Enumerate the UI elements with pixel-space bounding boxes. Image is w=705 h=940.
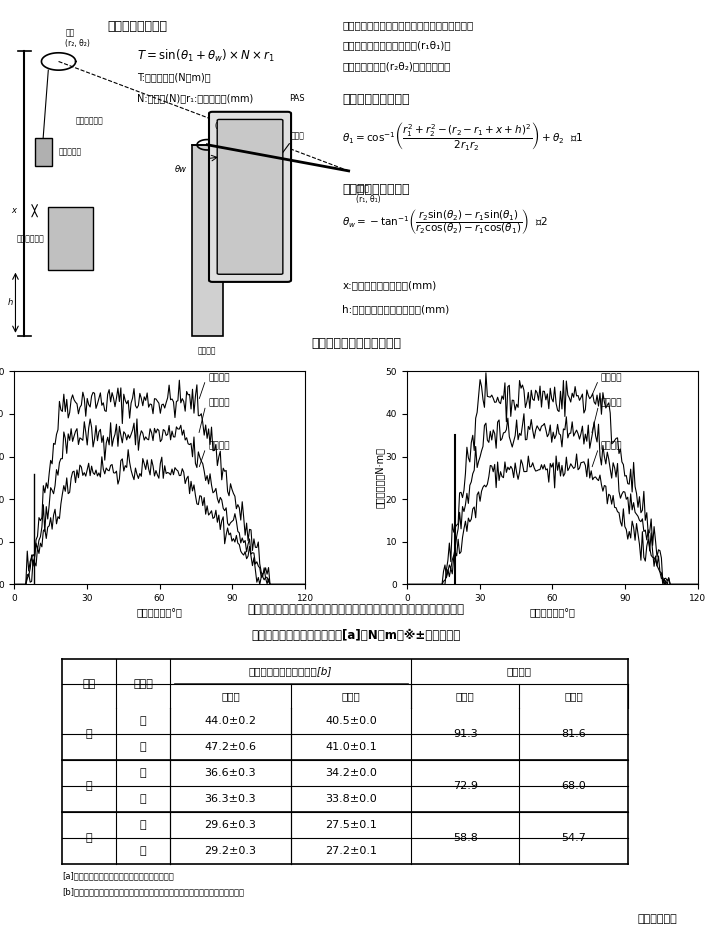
Text: x: x bbox=[11, 206, 16, 215]
Text: 68.0: 68.0 bbox=[561, 781, 586, 791]
X-axis label: アーム角度（°）: アーム角度（°） bbox=[529, 609, 575, 619]
Text: 表１　最大アシスト力測定例[a]（N・m）※±は標準偏差: 表１ 最大アシスト力測定例[a]（N・m）※±は標準偏差 bbox=[252, 629, 460, 642]
Text: 回転軸を原点とする２次元極座標系において、: 回転軸を原点とする２次元極座標系において、 bbox=[343, 20, 474, 30]
Text: 最大値: 最大値 bbox=[456, 691, 474, 701]
Text: 左: 左 bbox=[140, 768, 147, 778]
Text: 41.0±0.1: 41.0±0.1 bbox=[325, 743, 376, 752]
Text: 中: 中 bbox=[86, 781, 92, 791]
Text: 図１　アシスト力測定装置: 図１ アシスト力測定装置 bbox=[311, 337, 401, 350]
Text: $\theta_w = -\tan^{-1}\!\left(\dfrac{r_2\sin(\theta_2) - r_1\sin(\theta_1)}{r_2\: $\theta_w = -\tan^{-1}\!\left(\dfrac{r_2… bbox=[343, 207, 548, 236]
Text: 72.9: 72.9 bbox=[453, 781, 478, 791]
Text: 設定：中: 設定：中 bbox=[208, 399, 230, 407]
Text: 34.2±0.0: 34.2±0.0 bbox=[325, 768, 376, 778]
Text: PAS: PAS bbox=[289, 94, 305, 103]
Bar bbox=[48, 207, 93, 270]
Text: 設定：弱: 設定：弱 bbox=[208, 441, 230, 450]
Text: 最大値: 最大値 bbox=[221, 691, 240, 701]
Text: x:電動シリンダ移動量(mm): x:電動シリンダ移動量(mm) bbox=[343, 280, 436, 290]
Text: 滑車
(r₂, θ₂): 滑車 (r₂, θ₂) bbox=[66, 28, 90, 48]
Text: 44.0±0.2: 44.0±0.2 bbox=[204, 716, 257, 727]
Text: 左: 左 bbox=[140, 821, 147, 830]
FancyBboxPatch shape bbox=[209, 112, 291, 282]
Text: 27.2±0.1: 27.2±0.1 bbox=[325, 846, 377, 856]
Text: 平均値: 平均値 bbox=[564, 691, 583, 701]
Text: 90°: 90° bbox=[248, 151, 262, 161]
Text: 設定: 設定 bbox=[82, 679, 96, 688]
Text: 47.2±0.6: 47.2±0.6 bbox=[204, 743, 257, 752]
Text: 54.7: 54.7 bbox=[561, 833, 586, 843]
Text: 0°: 0° bbox=[214, 122, 223, 131]
Text: アーム
(r₁, θ₁): アーム (r₁, θ₁) bbox=[355, 185, 380, 204]
Text: アームとワイヤの結合点を(r₁θ₁)、: アームとワイヤの結合点を(r₁θ₁)、 bbox=[343, 40, 451, 51]
Text: 右: 右 bbox=[140, 743, 147, 752]
Text: 強: 強 bbox=[86, 729, 92, 739]
Text: 36.6±0.3: 36.6±0.3 bbox=[204, 768, 257, 778]
Text: 36.3±0.3: 36.3±0.3 bbox=[204, 794, 257, 805]
Y-axis label: アシスト力（N·m）: アシスト力（N·m） bbox=[374, 447, 384, 509]
Text: 固定台座: 固定台座 bbox=[198, 346, 216, 355]
Text: 図２　アシスト力の特性曲線例（左図：左アーム、右図：右アーム）: 図２ アシスト力の特性曲線例（左図：左アーム、右図：右アーム） bbox=[247, 603, 465, 616]
Text: θw: θw bbox=[175, 164, 187, 174]
Text: 右: 右 bbox=[140, 846, 147, 856]
Text: 33.8±0.0: 33.8±0.0 bbox=[325, 794, 376, 805]
Text: 電動シリンダ: 電動シリンダ bbox=[17, 234, 45, 243]
Text: （田中正浩）: （田中正浩） bbox=[638, 914, 678, 924]
Text: 設定：弱: 設定：弱 bbox=[601, 441, 623, 450]
Text: 91.3: 91.3 bbox=[453, 729, 477, 739]
Text: 81.6: 81.6 bbox=[561, 729, 586, 739]
Text: 回転軸: 回転軸 bbox=[291, 131, 305, 140]
Bar bbox=[35, 138, 51, 165]
Text: T:アシスト力(N・m)、: T:アシスト力(N・m)、 bbox=[137, 71, 211, 82]
Text: アーム: アーム bbox=[133, 679, 153, 688]
Text: 40.5±0.0: 40.5±0.0 bbox=[325, 716, 376, 727]
X-axis label: アーム角度（°）: アーム角度（°） bbox=[137, 609, 183, 619]
Text: 27.5±0.1: 27.5±0.1 bbox=[325, 821, 376, 830]
Text: 最大アシスト力発揮区間[b]: 最大アシスト力発揮区間[b] bbox=[249, 666, 332, 676]
Text: 設定：強: 設定：強 bbox=[601, 373, 623, 382]
Text: 平均値: 平均値 bbox=[341, 691, 360, 701]
Text: 設定：中: 設定：中 bbox=[601, 399, 623, 407]
Text: ワイヤロープ: ワイヤロープ bbox=[75, 116, 104, 125]
FancyBboxPatch shape bbox=[217, 119, 283, 274]
Text: ロードセル: ロードセル bbox=[59, 148, 82, 156]
Text: アーム角度の理論式: アーム角度の理論式 bbox=[343, 93, 410, 105]
Text: 左右合計: 左右合計 bbox=[507, 666, 532, 676]
Text: h: h bbox=[8, 298, 13, 307]
Text: 58.8: 58.8 bbox=[453, 833, 477, 843]
Text: ワイヤ角度の理論式: ワイヤ角度の理論式 bbox=[343, 183, 410, 196]
Text: 29.2±0.3: 29.2±0.3 bbox=[204, 846, 257, 856]
Text: 弱: 弱 bbox=[86, 833, 92, 843]
Text: 29.6±0.3: 29.6±0.3 bbox=[204, 821, 257, 830]
Text: h:電動シリンダの高さ定数(mm): h:電動シリンダの高さ定数(mm) bbox=[343, 305, 450, 315]
Text: 設定：強: 設定：強 bbox=[208, 373, 230, 382]
Bar bbox=[192, 145, 223, 336]
Text: [a]各設定において、左右それぞれ５回ずつ測定: [a]各設定において、左右それぞれ５回ずつ測定 bbox=[62, 871, 173, 880]
Text: 右: 右 bbox=[140, 794, 147, 805]
Text: N:引張力(N)、r₁:アーム長さ(mm): N:引張力(N)、r₁:アーム長さ(mm) bbox=[137, 93, 253, 102]
Text: 左: 左 bbox=[140, 716, 147, 727]
Text: [b]図２の各設定において、アシスト力が最大発揮されていると考えられる区間: [b]図２の各設定において、アシスト力が最大発揮されていると考えられる区間 bbox=[62, 887, 244, 897]
Text: $T = \sin(\theta_1 + \theta_w) \times N \times r_1$: $T = \sin(\theta_1 + \theta_w) \times N … bbox=[137, 48, 275, 64]
Text: 滑車の位置を点(r₂θ₂)としたとき、: 滑車の位置を点(r₂θ₂)としたとき、 bbox=[343, 61, 450, 71]
Text: $\theta_1 = \cos^{-1}\!\left(\dfrac{r_1^2 + r_2^2 - (r_2 - r_1 + x + h)^2}{2r_1r: $\theta_1 = \cos^{-1}\!\left(\dfrac{r_1^… bbox=[343, 120, 583, 152]
Text: アシスト力計算式: アシスト力計算式 bbox=[107, 20, 167, 33]
